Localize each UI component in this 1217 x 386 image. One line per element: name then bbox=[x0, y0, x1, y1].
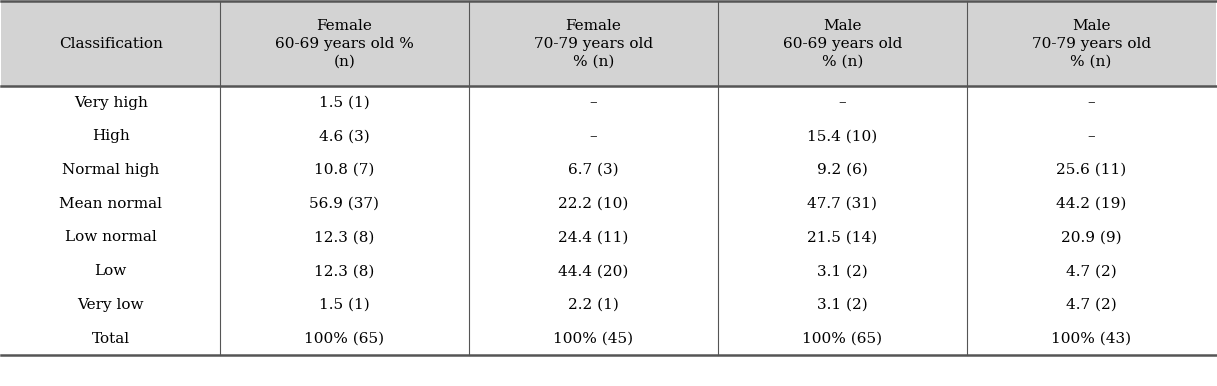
Text: 6.7 (3): 6.7 (3) bbox=[568, 163, 618, 177]
Text: 4.7 (2): 4.7 (2) bbox=[1066, 264, 1116, 278]
Text: 22.2 (10): 22.2 (10) bbox=[559, 197, 628, 211]
FancyBboxPatch shape bbox=[718, 2, 966, 86]
Text: –: – bbox=[589, 96, 598, 110]
FancyBboxPatch shape bbox=[1, 2, 220, 86]
Text: –: – bbox=[1087, 129, 1095, 143]
Text: Low normal: Low normal bbox=[65, 230, 157, 244]
Text: 100% (45): 100% (45) bbox=[554, 332, 633, 345]
FancyBboxPatch shape bbox=[469, 2, 718, 86]
Text: 24.4 (11): 24.4 (11) bbox=[559, 230, 628, 244]
Text: 12.3 (8): 12.3 (8) bbox=[314, 230, 375, 244]
Text: Male
60-69 years old
% (n): Male 60-69 years old % (n) bbox=[783, 19, 902, 68]
Text: Mean normal: Mean normal bbox=[60, 197, 162, 211]
Text: Female
60-69 years old %
(n): Female 60-69 years old % (n) bbox=[275, 19, 414, 68]
Text: Very high: Very high bbox=[74, 96, 147, 110]
Text: High: High bbox=[91, 129, 129, 143]
Text: Total: Total bbox=[91, 332, 130, 345]
Text: 4.6 (3): 4.6 (3) bbox=[319, 129, 370, 143]
Text: 44.4 (20): 44.4 (20) bbox=[559, 264, 628, 278]
Text: 100% (65): 100% (65) bbox=[802, 332, 882, 345]
FancyBboxPatch shape bbox=[220, 2, 469, 86]
Text: 100% (65): 100% (65) bbox=[304, 332, 385, 345]
Text: 56.9 (37): 56.9 (37) bbox=[309, 197, 380, 211]
Text: –: – bbox=[589, 129, 598, 143]
Text: Normal high: Normal high bbox=[62, 163, 159, 177]
Text: 47.7 (31): 47.7 (31) bbox=[807, 197, 877, 211]
Text: 12.3 (8): 12.3 (8) bbox=[314, 264, 375, 278]
Text: 21.5 (14): 21.5 (14) bbox=[807, 230, 877, 244]
Text: Female
70-79 years old
% (n): Female 70-79 years old % (n) bbox=[534, 19, 652, 68]
Text: Very low: Very low bbox=[78, 298, 144, 312]
Text: Classification: Classification bbox=[58, 37, 163, 51]
Text: 20.9 (9): 20.9 (9) bbox=[1061, 230, 1122, 244]
Text: 9.2 (6): 9.2 (6) bbox=[817, 163, 868, 177]
Text: 1.5 (1): 1.5 (1) bbox=[319, 96, 370, 110]
Text: 25.6 (11): 25.6 (11) bbox=[1056, 163, 1126, 177]
Text: 10.8 (7): 10.8 (7) bbox=[314, 163, 375, 177]
Text: 1.5 (1): 1.5 (1) bbox=[319, 298, 370, 312]
Text: 3.1 (2): 3.1 (2) bbox=[817, 298, 868, 312]
Text: Male
70-79 years old
% (n): Male 70-79 years old % (n) bbox=[1032, 19, 1151, 68]
Text: Low: Low bbox=[95, 264, 127, 278]
Text: 44.2 (19): 44.2 (19) bbox=[1056, 197, 1127, 211]
Text: 4.7 (2): 4.7 (2) bbox=[1066, 298, 1116, 312]
Text: 3.1 (2): 3.1 (2) bbox=[817, 264, 868, 278]
Text: 15.4 (10): 15.4 (10) bbox=[807, 129, 877, 143]
FancyBboxPatch shape bbox=[966, 2, 1216, 86]
Text: –: – bbox=[839, 96, 846, 110]
Text: 100% (43): 100% (43) bbox=[1051, 332, 1132, 345]
Text: –: – bbox=[1087, 96, 1095, 110]
Text: 2.2 (1): 2.2 (1) bbox=[568, 298, 618, 312]
